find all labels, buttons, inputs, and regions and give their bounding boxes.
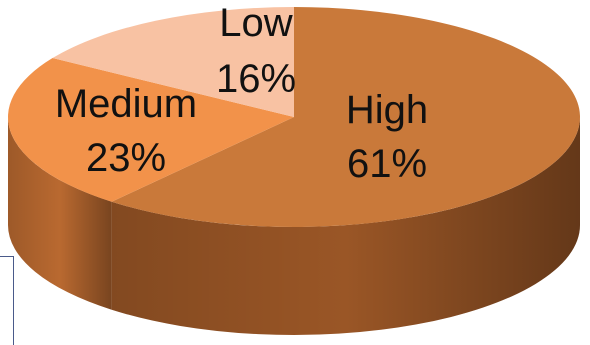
pie-side-shade-medium: [7, 117, 112, 310]
pie-labels: High 61% Medium 23% Low 16%: [55, 1, 428, 186]
pie-slice-low: [52, 7, 294, 117]
slice-value-low: 16%: [216, 57, 296, 101]
slice-value-high: 61%: [347, 142, 427, 186]
slice-label-high: High: [346, 88, 428, 132]
slice-value-medium: 23%: [86, 136, 166, 180]
slice-label-medium: Medium: [55, 82, 197, 126]
pie-tops: [7, 7, 581, 228]
frame-edge: [0, 256, 14, 345]
slice-label-low: Low: [219, 1, 292, 45]
pie-sides: [7, 117, 580, 336]
pie-side-shade-high: [111, 117, 580, 336]
pie-slice-high: [111, 7, 581, 228]
pie-slice-medium: [7, 58, 294, 202]
